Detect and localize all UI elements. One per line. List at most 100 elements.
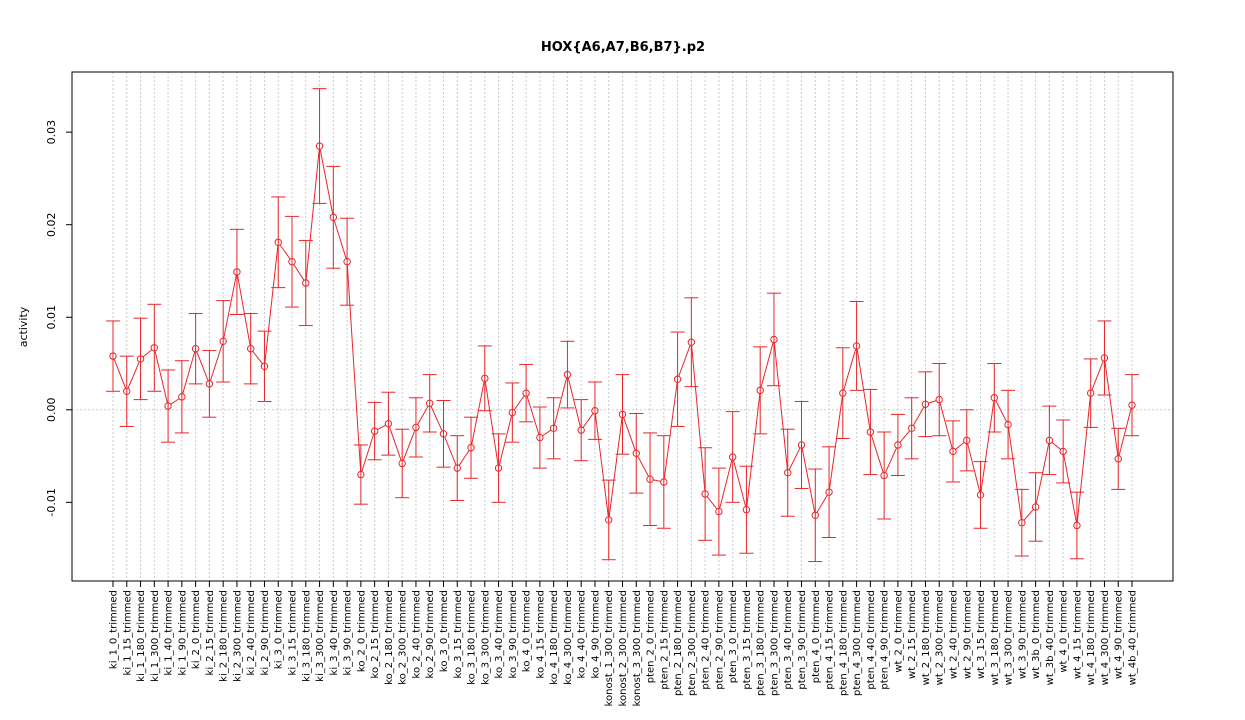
y-tick-label: 0.02 (45, 212, 58, 237)
series-segment (458, 450, 470, 466)
x-tick-label: ki_1_300_trimmed (150, 590, 161, 682)
error-bar (615, 374, 630, 455)
data-point (508, 408, 517, 417)
error-bar (505, 382, 520, 443)
series-segment (760, 342, 774, 388)
x-tick-label: ki_2_40_trimmed (246, 590, 257, 675)
x-tick-label: wt_3_15_trimmed (976, 590, 987, 679)
x-tick-label: ko_2_40_trimmed (411, 590, 422, 678)
data-point (398, 459, 406, 468)
error-bar (973, 461, 988, 529)
x-tick-label: ki_2_15_trimmed (205, 590, 216, 675)
data-point (660, 478, 668, 486)
data-point (701, 490, 709, 498)
series-segment (732, 459, 747, 507)
series-segment (967, 443, 981, 492)
x-tick-label: pten_3_15_trimmed (742, 590, 753, 690)
error-bar (574, 399, 589, 462)
x-tick-label: wt_4_300_trimmed (1100, 590, 1111, 685)
x-tick-label: pten_3_0_trimmed (728, 590, 739, 683)
series-segment (142, 349, 153, 358)
data-point (1100, 354, 1109, 362)
data-point (1128, 401, 1136, 409)
series-segment (402, 430, 416, 461)
series-segment (623, 417, 636, 451)
data-point (481, 374, 489, 383)
data-point (646, 475, 654, 483)
error-bar (395, 428, 410, 499)
error-bar (408, 397, 423, 458)
series-segment (653, 479, 661, 482)
data-point (412, 423, 420, 432)
error-bar (106, 320, 120, 392)
data-point (894, 441, 902, 449)
data-point (1086, 389, 1095, 397)
x-tick-label: ki_3_15_trimmed (288, 590, 299, 675)
series-segment (279, 244, 291, 260)
data-point (288, 258, 296, 266)
error-bar (491, 433, 506, 503)
series-segment (170, 398, 180, 405)
series-segment (816, 494, 828, 513)
data-point (260, 362, 269, 370)
data-point (1073, 521, 1081, 530)
data-point (963, 436, 971, 445)
data-point (563, 370, 572, 379)
data-point (949, 447, 957, 456)
series-segment (691, 345, 706, 491)
x-tick-label: wt_2_180_trimmed (921, 590, 932, 685)
x-tick-label: ko_3_40_trimmed (494, 590, 505, 678)
error-bar (161, 369, 176, 443)
error-bar (849, 301, 864, 391)
data-point (494, 464, 503, 472)
x-tick-label: wt_3_300_trimmed (1004, 590, 1015, 685)
data-point (357, 470, 365, 479)
series-segment (513, 395, 525, 411)
x-tick-label: pten_3_300_trimmed (769, 590, 780, 696)
error-bar (450, 435, 465, 501)
data-point (1114, 455, 1122, 463)
error-bar (1001, 389, 1016, 460)
series-segment (582, 413, 594, 428)
series-segment (542, 429, 552, 437)
data-points (109, 142, 1136, 530)
y-tick-label: 0.03 (45, 120, 58, 145)
series-segment (484, 381, 499, 466)
data-point (632, 449, 640, 457)
data-point (976, 491, 985, 499)
x-tick-label: wt_2_90_trimmed (962, 590, 973, 679)
x-tick-label: wt_4b_40_trimmed (1128, 590, 1139, 685)
x-tick-label: ko_2_0_trimmed (356, 590, 367, 672)
error-bar (1069, 491, 1084, 560)
data-point (136, 355, 145, 363)
error-bar (271, 196, 286, 289)
series-segment (608, 417, 623, 517)
series-segment (127, 361, 140, 389)
series-segment (1035, 443, 1050, 504)
x-tick-label: wt_4_90_trimmed (1114, 590, 1125, 679)
series-segment (182, 351, 196, 394)
series-segment (678, 345, 691, 377)
error-bar (808, 468, 823, 563)
error-bar (822, 446, 837, 539)
x-tick-label: ko_2_300_trimmed (398, 590, 409, 685)
plot-frame (71, 71, 1174, 582)
x-tick-label: pten_4_300_trimmed (852, 590, 863, 696)
error-bar (202, 350, 217, 418)
data-point (439, 430, 448, 438)
error-bar (698, 447, 713, 541)
x-tick-label: ki_1_0_trimmed (109, 590, 120, 669)
data-point (150, 344, 159, 352)
error-bar (587, 381, 602, 440)
series-segment (1104, 361, 1119, 456)
data-point (742, 506, 751, 514)
error-bar (1111, 427, 1126, 490)
series-segment (637, 455, 649, 477)
data-point (191, 345, 200, 353)
error-bar (519, 363, 534, 423)
data-point (302, 279, 310, 287)
x-tick-label: ko_3_15_trimmed (453, 590, 464, 678)
x-tick-label: pten_2_300_trimmed (687, 590, 698, 696)
data-point (343, 258, 351, 266)
